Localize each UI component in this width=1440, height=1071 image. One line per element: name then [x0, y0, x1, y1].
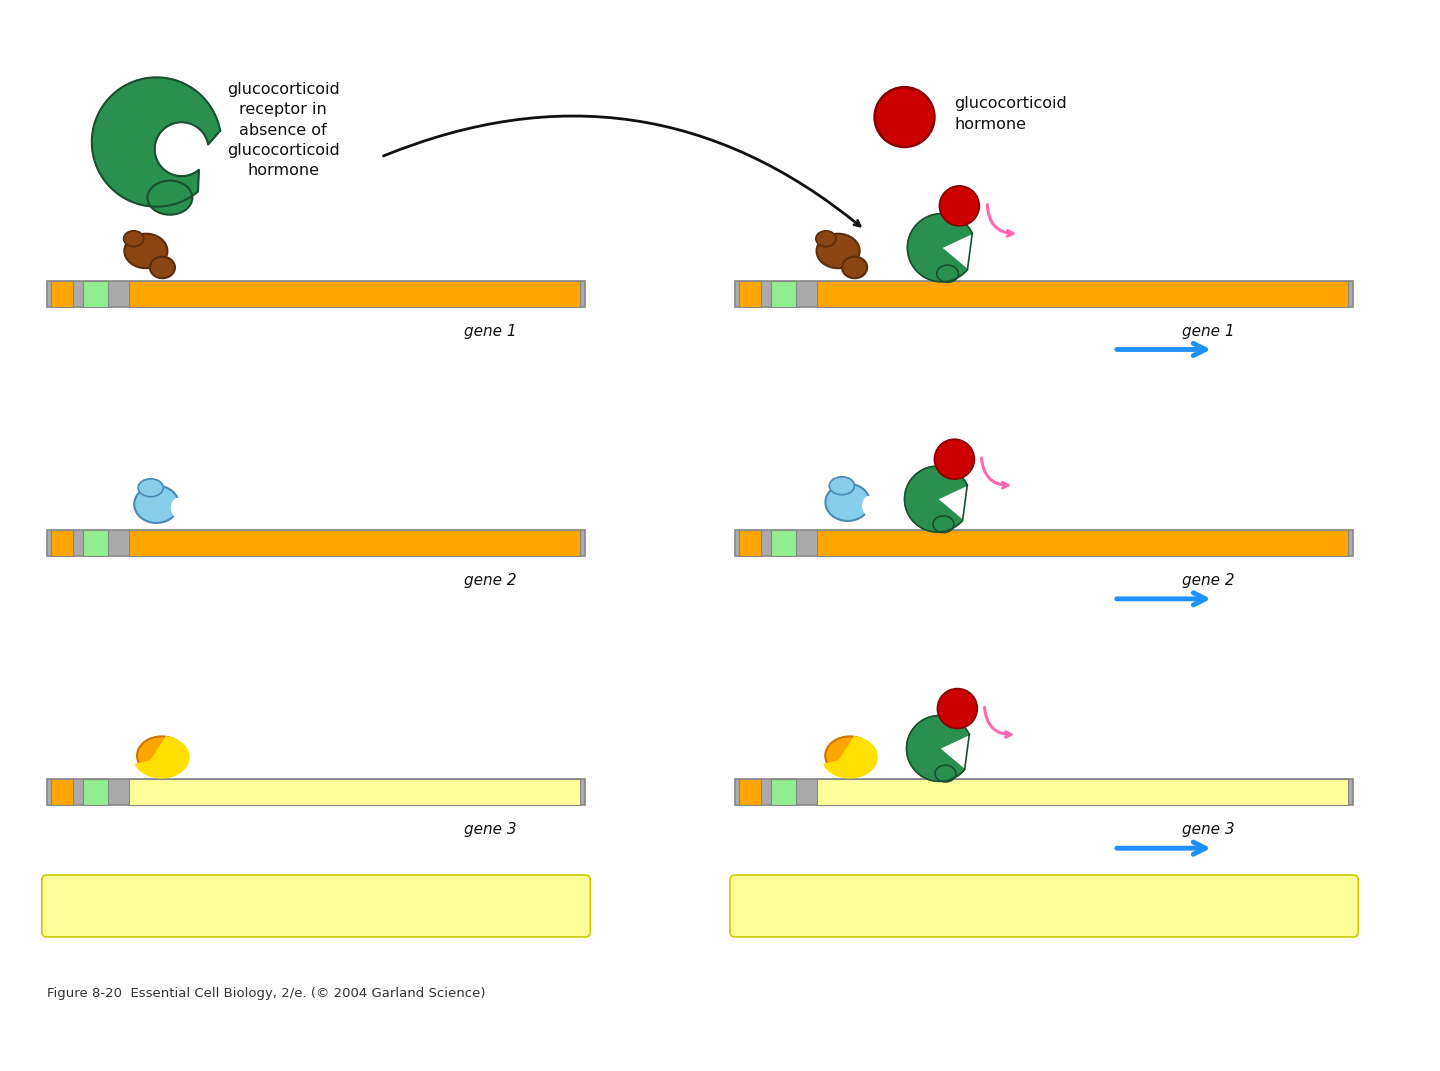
Polygon shape: [907, 214, 972, 282]
Ellipse shape: [134, 485, 179, 523]
Bar: [50, 281, 72, 306]
Ellipse shape: [124, 233, 167, 268]
Ellipse shape: [933, 516, 953, 532]
Text: gene 2: gene 2: [464, 573, 517, 588]
Ellipse shape: [840, 760, 867, 776]
Bar: [739, 530, 760, 556]
Circle shape: [935, 439, 975, 479]
Ellipse shape: [829, 477, 854, 495]
Text: glucocorticoid
hormone: glucocorticoid hormone: [955, 96, 1067, 132]
Ellipse shape: [137, 737, 186, 775]
Bar: [82, 281, 108, 306]
Polygon shape: [907, 715, 969, 782]
Bar: [50, 530, 72, 556]
Bar: [734, 780, 1354, 805]
Ellipse shape: [151, 760, 179, 776]
Text: Figure 8-20  Essential Cell Biology, 2/e. (© 2004 Garland Science): Figure 8-20 Essential Cell Biology, 2/e.…: [46, 986, 485, 1000]
Bar: [50, 780, 72, 805]
Text: gene 1: gene 1: [464, 323, 517, 338]
Bar: [739, 780, 760, 805]
Text: gene 3: gene 3: [464, 823, 517, 838]
Circle shape: [937, 689, 978, 728]
Bar: [46, 780, 585, 805]
Bar: [770, 281, 796, 306]
Bar: [128, 530, 580, 556]
Polygon shape: [824, 737, 877, 778]
Polygon shape: [92, 77, 220, 207]
Ellipse shape: [138, 479, 163, 497]
Bar: [734, 281, 1354, 306]
Ellipse shape: [147, 181, 193, 214]
Polygon shape: [135, 737, 189, 778]
Text: glucocorticoid
receptor in
absence of
glucocorticoid
hormone: glucocorticoid receptor in absence of gl…: [226, 81, 340, 179]
Circle shape: [939, 186, 979, 226]
Bar: [82, 530, 108, 556]
Bar: [816, 780, 1348, 805]
Text: genes expressed at low level: genes expressed at low level: [163, 896, 469, 916]
Ellipse shape: [816, 231, 837, 246]
Bar: [739, 281, 760, 306]
Bar: [46, 281, 585, 306]
Bar: [46, 530, 585, 556]
Bar: [82, 780, 108, 805]
Circle shape: [874, 87, 935, 147]
Ellipse shape: [842, 257, 867, 278]
Bar: [128, 780, 580, 805]
Bar: [770, 530, 796, 556]
Bar: [816, 530, 1348, 556]
Ellipse shape: [863, 496, 877, 516]
Text: genes expressed at high level: genes expressed at high level: [886, 896, 1202, 916]
Ellipse shape: [124, 231, 144, 246]
Bar: [770, 780, 796, 805]
Ellipse shape: [935, 765, 956, 782]
Text: gene 1: gene 1: [1182, 323, 1236, 338]
Text: gene 2: gene 2: [1182, 573, 1236, 588]
FancyBboxPatch shape: [42, 875, 590, 937]
Bar: [816, 281, 1348, 306]
FancyBboxPatch shape: [730, 875, 1358, 937]
Text: gene 3: gene 3: [1182, 823, 1236, 838]
Bar: [128, 281, 580, 306]
Ellipse shape: [150, 257, 176, 278]
Ellipse shape: [825, 484, 870, 521]
Polygon shape: [904, 466, 968, 532]
Ellipse shape: [816, 233, 860, 268]
Bar: [734, 530, 1354, 556]
Ellipse shape: [937, 265, 959, 283]
Ellipse shape: [825, 737, 874, 775]
Ellipse shape: [171, 498, 186, 518]
